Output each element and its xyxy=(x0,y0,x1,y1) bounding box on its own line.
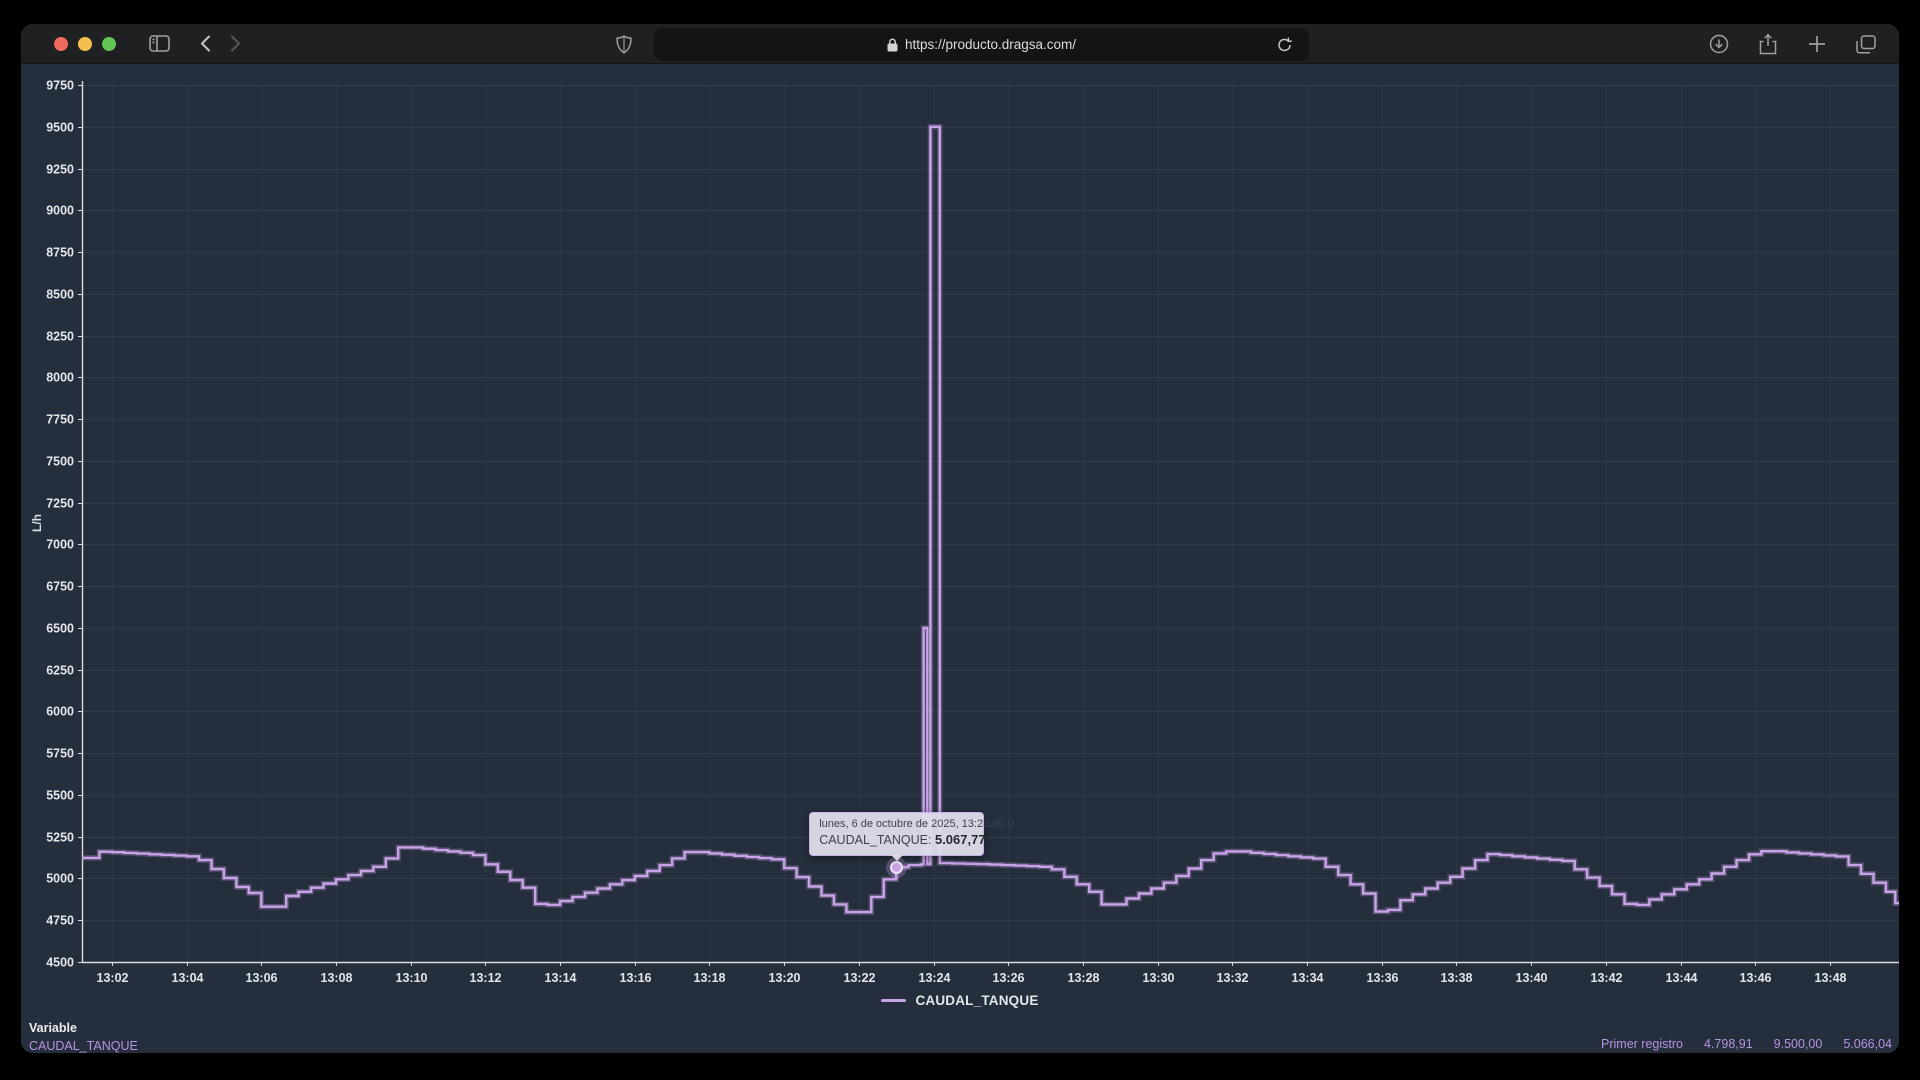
series-line-caudal_tanque xyxy=(75,127,1900,912)
y-tick-label: 5000 xyxy=(46,872,74,886)
y-tick-label: 6250 xyxy=(46,664,74,678)
new-tab-icon[interactable] xyxy=(1802,30,1832,58)
back-icon[interactable] xyxy=(190,30,220,58)
browser-window: https://producto.dragsa.com/ xyxy=(21,24,1899,1053)
x-tick-label: 13:12 xyxy=(470,971,502,985)
x-tick-label: 13:38 xyxy=(1441,971,1473,985)
x-tick-label: 13:26 xyxy=(993,971,1025,985)
x-tick-label: 13:40 xyxy=(1516,971,1548,985)
x-tick-label: 13:18 xyxy=(694,971,726,985)
y-tick-label: 6500 xyxy=(46,622,74,636)
x-tick-label: 13:16 xyxy=(620,971,652,985)
legend-label: CAUDAL_TANQUE xyxy=(915,993,1038,1008)
legend-item-caudal-tanque[interactable]: CAUDAL_TANQUE xyxy=(21,993,1899,1008)
y-tick-label: 5500 xyxy=(46,789,74,803)
x-tick-label: 13:22 xyxy=(844,971,876,985)
url-text: https://producto.dragsa.com/ xyxy=(905,37,1076,52)
x-tick-label: 13:02 xyxy=(97,971,129,985)
y-tick-label: 9500 xyxy=(46,121,74,135)
x-tick-label: 13:24 xyxy=(919,971,951,985)
flow-rate-chart[interactable]: 4500 4750 5000 5250 5500 5750 6000 6250 6500 6750… xyxy=(21,65,1899,1053)
x-tick-label: 13:04 xyxy=(172,971,204,985)
stat-first-record: 4.798,91 xyxy=(1704,1037,1753,1051)
tooltip-timestamp: lunes, 6 de octubre de 2025, 13:23:00,0 xyxy=(819,818,974,830)
x-tick-label: 13:20 xyxy=(769,971,801,985)
zoom-window-button[interactable] xyxy=(102,37,116,51)
highlighted-data-point xyxy=(890,861,903,874)
x-tick-label: 13:10 xyxy=(396,971,428,985)
privacy-shield-icon[interactable] xyxy=(609,30,639,58)
browser-toolbar: https://producto.dragsa.com/ xyxy=(21,24,1899,64)
stat-max: 9.500,00 xyxy=(1774,1037,1823,1051)
variable-name[interactable]: CAUDAL_TANQUE xyxy=(29,1037,138,1053)
window-controls xyxy=(54,37,126,51)
x-tick-label: 13:42 xyxy=(1591,971,1623,985)
x-tick-label: 13:08 xyxy=(321,971,353,985)
stats-label: Primer registro xyxy=(1601,1037,1683,1051)
y-tick-label: 7750 xyxy=(46,413,74,427)
tab-overview-icon[interactable] xyxy=(1851,30,1881,58)
y-tick-label: 4500 xyxy=(46,956,74,970)
y-tick-label: 5750 xyxy=(46,747,74,761)
x-tick-label: 13:28 xyxy=(1068,971,1100,985)
x-tick-label: 13:44 xyxy=(1666,971,1698,985)
address-bar[interactable]: https://producto.dragsa.com/ xyxy=(654,28,1309,61)
legend-line-swatch xyxy=(881,999,906,1002)
y-tick-label: 8500 xyxy=(46,288,74,302)
tooltip-value: 5.067,77 xyxy=(935,832,986,847)
variable-column-header: Variable xyxy=(29,1019,138,1037)
y-tick-label: 8750 xyxy=(46,246,74,260)
y-tick-label: 9750 xyxy=(46,79,74,93)
x-tick-label: 13:14 xyxy=(545,971,577,985)
x-tick-label: 13:32 xyxy=(1217,971,1249,985)
x-tick-label: 13:36 xyxy=(1367,971,1399,985)
page-content: 4500 4750 5000 5250 5500 5750 6000 6250 6500 6750… xyxy=(21,65,1899,1053)
toolbar-right-buttons xyxy=(1704,30,1881,58)
y-tick-label: 7250 xyxy=(46,497,74,511)
x-tick-label: 13:46 xyxy=(1740,971,1772,985)
share-icon[interactable] xyxy=(1753,30,1783,58)
x-tick-label: 13:06 xyxy=(246,971,278,985)
series-line-glow xyxy=(75,127,1900,912)
minimize-window-button[interactable] xyxy=(78,37,92,51)
y-tick-label: 7000 xyxy=(46,538,74,552)
forward-icon[interactable] xyxy=(220,30,250,58)
y-tick-label: 7500 xyxy=(46,455,74,469)
close-window-button[interactable] xyxy=(54,37,68,51)
reload-icon[interactable] xyxy=(1269,31,1299,59)
x-tick-label: 13:30 xyxy=(1143,971,1175,985)
y-tick-label: 8000 xyxy=(46,371,74,385)
sidebar-toggle-icon[interactable] xyxy=(144,30,174,58)
y-tick-label: 9000 xyxy=(46,204,74,218)
variable-stats: Primer registro 4.798,91 9.500,00 5.066,… xyxy=(1601,1037,1892,1051)
y-axis-title: L/h xyxy=(30,514,44,532)
chart-tooltip: lunes, 6 de octubre de 2025, 13:23:00,0 … xyxy=(809,812,984,856)
stat-last: 5.066,04 xyxy=(1843,1037,1892,1051)
y-tick-label: 5250 xyxy=(46,831,74,845)
x-tick-label: 13:34 xyxy=(1292,971,1324,985)
x-tick-label: 13:48 xyxy=(1815,971,1847,985)
variable-table: Variable CAUDAL_TANQUE xyxy=(29,1019,138,1053)
downloads-icon[interactable] xyxy=(1704,30,1734,58)
tooltip-value-line: CAUDAL_TANQUE: 5.067,77 xyxy=(819,832,974,847)
y-tick-label: 6750 xyxy=(46,580,74,594)
tooltip-arrow xyxy=(891,855,903,861)
y-tick-label: 4750 xyxy=(46,914,74,928)
lock-icon xyxy=(887,38,898,52)
y-tick-label: 6000 xyxy=(46,705,74,719)
desktop-background: https://producto.dragsa.com/ xyxy=(0,0,1920,1080)
y-tick-label: 9250 xyxy=(46,163,74,177)
y-tick-label: 8250 xyxy=(46,330,74,344)
